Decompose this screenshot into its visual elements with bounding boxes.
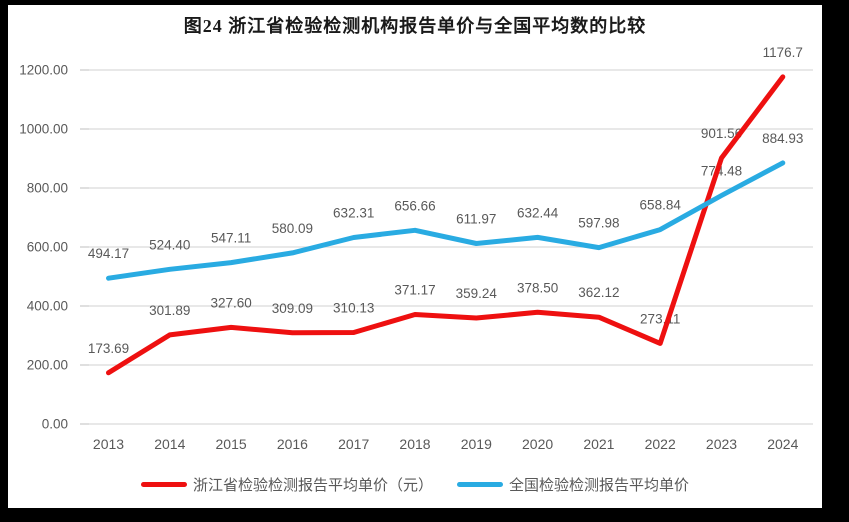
x-axis-label: 2013 [93,436,124,452]
legend-swatch-zhejiang-icon [140,481,187,487]
x-axis-label: 2016 [277,436,308,452]
data-label: 309.09 [272,301,313,316]
series-line-0 [106,74,786,376]
data-label: 173.69 [88,341,129,356]
y-axis-label: 0.00 [42,417,68,432]
legend: 浙江省检验检测报告平均单价（元） 全国检验检测报告平均单价 [8,473,822,495]
data-label: 371.17 [394,283,435,298]
chart-plot: 0.00 200.00 400.00 600.00 800.00 1000.00 1200.… [19,45,813,452]
data-label: 362.12 [578,285,619,300]
x-axis-label: 2024 [767,436,798,452]
data-label: 884.93 [762,131,803,146]
legend-label-zhejiang: 浙江省检验检测报告平均单价（元） [192,476,433,494]
data-label: 632.31 [333,206,374,221]
x-axis-label: 2021 [583,436,614,452]
x-axis-label: 2020 [522,436,553,452]
x-axis-label: 2017 [338,436,369,452]
x-axis-label: 2018 [399,436,430,452]
x-axis-label: 2019 [461,436,492,452]
data-label: 632.44 [517,205,559,220]
data-label: 547.11 [211,231,251,246]
data-label: 378.50 [517,280,558,295]
data-label: 658.84 [640,198,682,213]
chart-title: 图24 浙江省检验检测机构报告单价与全国平均数的比较 [183,16,647,36]
chart-card: 图24 浙江省检验检测机构报告单价与全国平均数的比较 0.00 200.00 400… [8,5,822,508]
data-label: 359.24 [456,286,498,301]
data-label: 494.17 [88,246,129,261]
y-axis-label: 1000.00 [19,122,68,137]
y-axis-label: 1200.00 [19,63,68,78]
data-label: 597.98 [578,216,619,231]
data-label: 310.13 [333,301,374,316]
legend-label-national: 全国检验检测报告平均单价 [509,476,690,494]
data-label: 611.97 [456,212,496,227]
data-label: 774.48 [701,164,742,179]
y-axis-label: 800.00 [27,181,68,196]
x-axis-label: 2014 [154,436,185,452]
data-label: 301.89 [149,303,190,318]
x-axis-label: 2022 [645,436,676,452]
legend-item-zhejiang: 浙江省检验检测报告平均单价（元） [140,474,433,495]
data-label: 273.11 [640,311,680,326]
data-label: 656.66 [394,198,435,213]
y-axis-label: 600.00 [27,240,68,255]
data-label: 1176.7 [763,45,803,60]
legend-item-national: 全国检验检测报告平均单价 [457,474,689,495]
y-axis-label: 200.00 [27,358,68,373]
x-axis-label: 2015 [216,436,247,452]
legend-swatch-national-icon [457,481,503,487]
data-label: 901.56 [701,126,742,141]
data-label: 327.60 [210,295,251,310]
x-axis-label: 2023 [706,436,737,452]
data-label: 580.09 [272,221,313,236]
data-label: 524.40 [149,237,190,252]
y-axis-label: 400.00 [27,299,68,314]
series-line-1 [106,160,786,281]
